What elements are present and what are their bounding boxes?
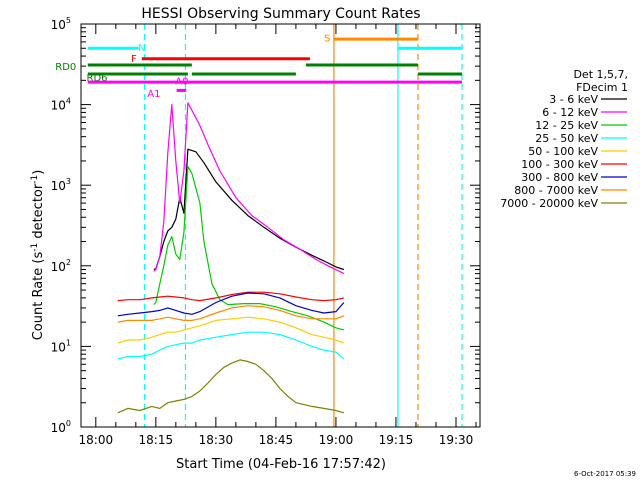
y-tick-exp: 5	[66, 16, 71, 25]
series-line	[117, 359, 345, 414]
legend-entry-label: 7000 - 20000 keV	[500, 197, 598, 210]
y-tick-label: 105	[51, 16, 71, 32]
series-line	[153, 102, 345, 275]
flag-label: RD0	[55, 62, 76, 73]
series-line	[153, 148, 345, 271]
y-axis-label: Count Rate (s-1 detector-1)	[30, 170, 46, 341]
y-tick-exp: 3	[66, 177, 71, 186]
x-tick-label: 19:30	[439, 433, 474, 447]
plot-area: N S F RD0 RD6 A0 A1	[55, 23, 481, 428]
y-tick-base: 10	[51, 18, 66, 32]
plot-frame	[80, 23, 481, 428]
y-tick-base: 10	[51, 99, 66, 113]
series-line	[117, 305, 345, 323]
footer-timestamp: 6-Oct-2017 05:39	[574, 470, 636, 478]
legend-entry-label: 3 - 6 keV	[549, 93, 598, 106]
legend-header: Det 1,5,7,	[573, 68, 628, 81]
flag-label: N	[138, 43, 145, 54]
y-tick-label: 103	[51, 177, 71, 193]
flag-label: RD6	[87, 73, 108, 84]
x-tick-label: 18:15	[139, 433, 174, 447]
y-axis-label-part: )	[31, 170, 46, 175]
series-line	[117, 292, 345, 317]
y-axis-label-part: -1	[30, 243, 40, 252]
series-line	[117, 331, 345, 360]
legend-entry-label: 100 - 300 keV	[521, 158, 598, 171]
series-line	[153, 166, 345, 331]
y-tick-label: 101	[51, 338, 71, 354]
legend-entry-label: 300 - 800 keV	[521, 171, 598, 184]
y-tick-label: 104	[51, 97, 71, 113]
y-tick-label: 100	[51, 419, 71, 435]
y-tick-exp: 1	[66, 338, 71, 347]
y-tick-base: 10	[51, 260, 66, 274]
flag-label: A0	[175, 77, 188, 88]
y-tick-label: 102	[51, 258, 71, 274]
chart-title: HESSI Observing Summary Count Rates	[141, 6, 420, 22]
y-axis-label-part: -1	[30, 175, 40, 184]
x-tick-label: 19:00	[319, 433, 354, 447]
y-tick-exp: 4	[66, 97, 71, 106]
x-tick-label: 19:15	[379, 433, 414, 447]
series-line	[117, 291, 345, 302]
legend-entry-label: 6 - 12 keV	[542, 106, 598, 119]
y-axis-label-part: Count Rate (s	[31, 252, 46, 341]
x-axis: 18:00 18:15 18:30 18:45 19:00 19:15 19:30	[79, 24, 477, 447]
y-tick-base: 10	[51, 421, 66, 435]
y-tick-exp: 2	[66, 258, 71, 267]
x-tick-label: 18:30	[199, 433, 234, 447]
flag-label: A1	[147, 89, 160, 100]
y-tick-base: 10	[51, 340, 66, 354]
legend-entry-label: 25 - 50 keV	[535, 132, 598, 145]
legend-header: FDecim 1	[576, 81, 628, 94]
x-tick-label: 18:45	[259, 433, 294, 447]
series-line	[117, 316, 345, 344]
y-tick-exp: 0	[66, 419, 71, 428]
y-tick-base: 10	[51, 179, 66, 193]
x-axis-label: Start Time (04-Feb-16 17:57:42)	[176, 457, 386, 472]
legend-entry-label: 12 - 25 keV	[535, 119, 598, 132]
x-tick-label: 18:00	[79, 433, 114, 447]
y-axis-label-part: detector	[31, 183, 46, 243]
legend-entry-label: 50 - 100 keV	[528, 145, 598, 158]
legend-entry-label: 800 - 7000 keV	[514, 184, 598, 197]
flag-label: F	[131, 54, 137, 65]
flag-label: S	[324, 33, 330, 44]
